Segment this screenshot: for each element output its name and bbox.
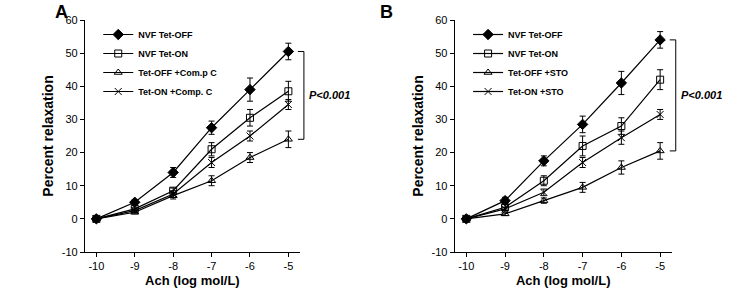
svg-text:NVF Tet-ON: NVF Tet-ON [138, 49, 188, 59]
svg-text:-8: -8 [168, 260, 178, 272]
svg-text:-5: -5 [283, 260, 293, 272]
svg-text:60: 60 [435, 14, 447, 26]
svg-text:20: 20 [65, 146, 77, 158]
svg-text:Tet-OFF +Com.p C: Tet-OFF +Com.p C [138, 68, 217, 78]
svg-text:-7: -7 [578, 260, 588, 272]
svg-text:-6: -6 [616, 260, 626, 272]
svg-text:-10: -10 [432, 246, 448, 258]
svg-text:-7: -7 [207, 260, 217, 272]
svg-text:30: 30 [435, 113, 447, 125]
svg-text:Percent relaxation: Percent relaxation [410, 75, 426, 196]
svg-text:30: 30 [65, 113, 77, 125]
svg-text:50: 50 [65, 47, 77, 59]
svg-text:-10: -10 [458, 260, 474, 272]
svg-text:10: 10 [65, 180, 77, 192]
svg-text:50: 50 [435, 47, 447, 59]
svg-text:P<0.001: P<0.001 [309, 89, 350, 101]
svg-text:10: 10 [435, 180, 447, 192]
svg-text:0: 0 [441, 213, 447, 225]
svg-text:-9: -9 [500, 260, 510, 272]
svg-text:Tet-ON +STO: Tet-ON +STO [508, 87, 563, 97]
svg-text:-9: -9 [130, 260, 140, 272]
svg-text:Ach (log mol/L): Ach (log mol/L) [516, 273, 611, 288]
svg-text:0: 0 [72, 213, 78, 225]
svg-text:NVF Tet-OFF: NVF Tet-OFF [508, 30, 563, 40]
svg-text:-10: -10 [62, 246, 78, 258]
svg-text:40: 40 [435, 80, 447, 92]
svg-text:Ach (log mol/L): Ach (log mol/L) [145, 273, 240, 288]
svg-text:A: A [55, 2, 68, 22]
svg-text:20: 20 [435, 146, 447, 158]
svg-text:NVF Tet-ON: NVF Tet-ON [508, 49, 558, 59]
svg-text:-10: -10 [88, 260, 104, 272]
svg-text:Tet-ON +Comp. C: Tet-ON +Comp. C [138, 87, 213, 97]
svg-text:NVF Tet-OFF: NVF Tet-OFF [138, 30, 193, 40]
svg-text:Tet-OFF +STO: Tet-OFF +STO [508, 68, 568, 78]
svg-text:Percent relaxation: Percent relaxation [40, 75, 56, 196]
svg-text:P<0.001: P<0.001 [681, 89, 722, 101]
svg-text:40: 40 [65, 80, 77, 92]
svg-text:-6: -6 [245, 260, 255, 272]
svg-text:60: 60 [65, 14, 77, 26]
svg-text:-8: -8 [539, 260, 549, 272]
svg-text:B: B [380, 2, 393, 22]
svg-text:-5: -5 [655, 260, 665, 272]
